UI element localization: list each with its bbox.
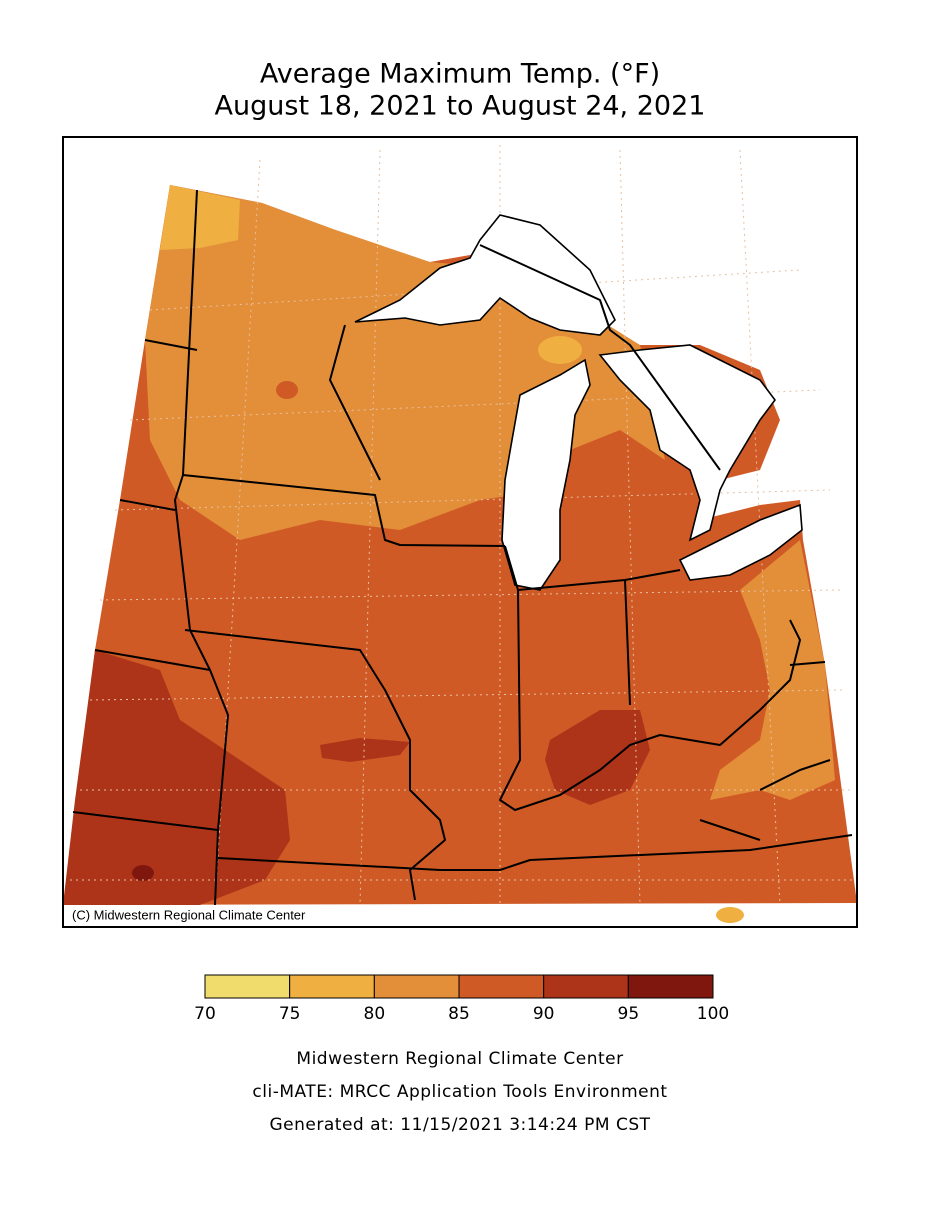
legend-tick-label: 75 [279, 1004, 301, 1024]
legend-tick-label: 85 [448, 1004, 470, 1024]
zone [276, 381, 298, 399]
lake-superior [354, 214, 616, 336]
zone [160, 185, 240, 250]
legend-tick-label: 70 [194, 1004, 216, 1024]
legend-bin [543, 974, 629, 999]
legend-bin [204, 974, 291, 999]
legend-tick-label: 90 [533, 1004, 555, 1024]
zone [63, 650, 290, 905]
zone [716, 907, 744, 923]
footer-line: Midwestern Regional Climate Center [296, 1049, 623, 1069]
legend-bin [373, 974, 460, 999]
state-borders [72, 189, 853, 906]
footer-line: Generated at: 11/15/2021 3:14:24 PM CST [270, 1115, 651, 1135]
map-frame [62, 136, 858, 928]
map: (C) Midwestern Regional Climate Center [62, 136, 858, 928]
footer-line: cli-MATE: MRCC Application Tools Environ… [252, 1082, 667, 1102]
copyright-bg [66, 906, 349, 925]
legend-tick-label: 100 [697, 1004, 729, 1024]
title-line: August 18, 2021 to August 24, 2021 [215, 91, 706, 122]
legend-tick-label: 80 [364, 1004, 386, 1024]
legend-bin [458, 974, 545, 999]
zone [538, 336, 582, 364]
legend-bin [627, 974, 714, 999]
lake-erie [678, 503, 803, 581]
copyright: (C) Midwestern Regional Climate Center [72, 907, 306, 922]
legend-bin [289, 974, 375, 999]
zone [710, 540, 835, 800]
zone [545, 710, 650, 805]
zone [320, 738, 410, 762]
zone [132, 865, 154, 881]
title-line: Average Maximum Temp. (°F) [260, 59, 660, 90]
color-legend: 70 75 80 85 90 95 100 [194, 974, 729, 1024]
lake-michigan [501, 358, 591, 591]
legend-tick-label: 95 [618, 1004, 640, 1024]
lake-huron [598, 344, 776, 542]
